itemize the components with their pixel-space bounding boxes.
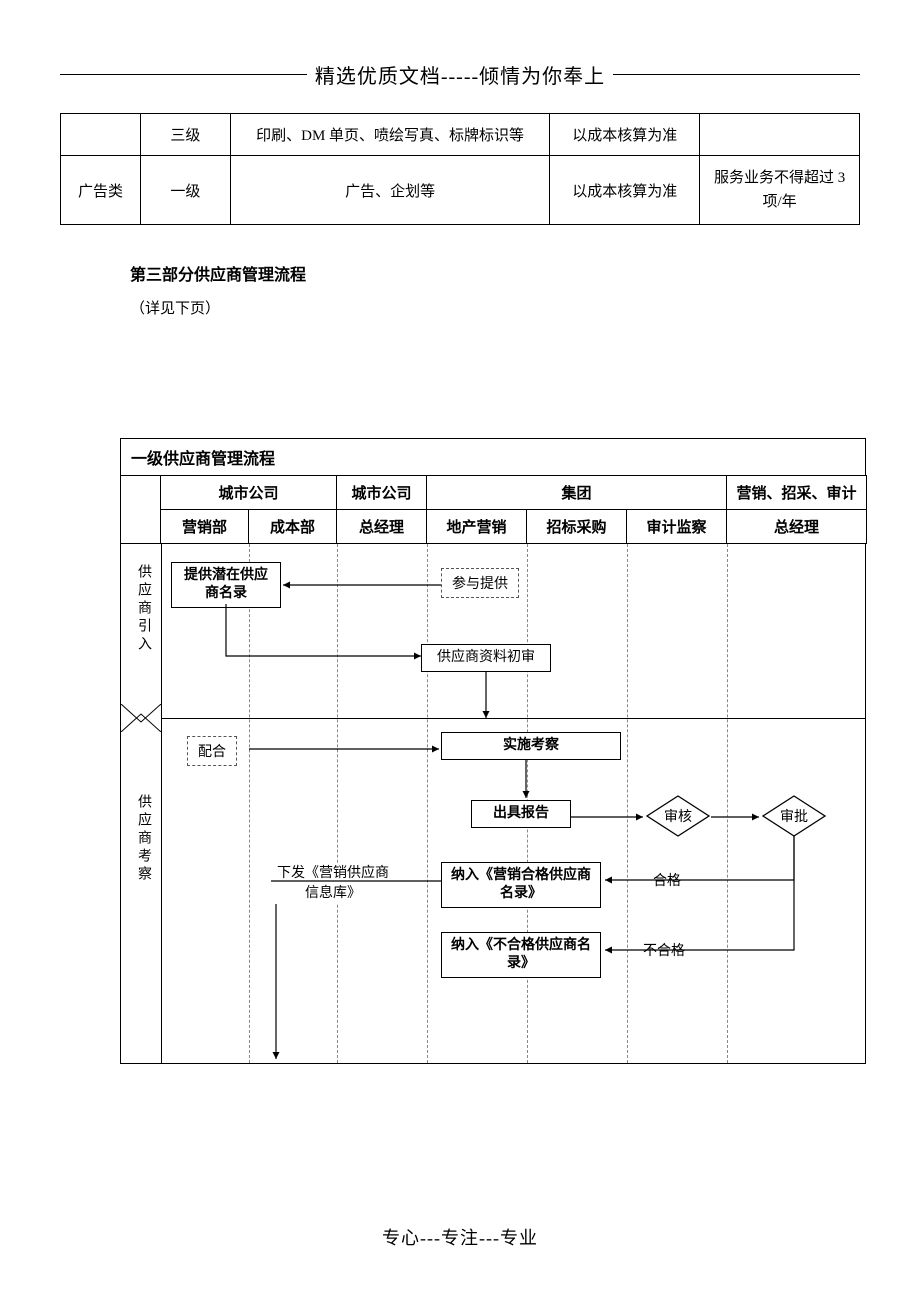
flowchart: 一级供应商管理流程 城市公司 城市公司 集团 营销、招采、审计 营销部 成本部 …: [120, 438, 860, 1064]
table-row: 三级 印刷、DM 单页、喷绘写真、标牌标识等 以成本核算为准: [61, 114, 860, 156]
node-qualified-list: 纳入《营销合格供应商名录》: [441, 862, 601, 908]
arrow: [601, 836, 801, 956]
lane-sub: 地产营销: [427, 510, 527, 544]
header-text: 精选优质文档-----倾情为你奉上: [307, 60, 613, 89]
lane-group: 城市公司: [161, 476, 337, 510]
arrow: [271, 904, 281, 1064]
table-row: 广告类 一级 广告、企划等 以成本核算为准 服务业务不得超过 3 项/年: [61, 156, 860, 225]
arrow: [249, 744, 441, 754]
flowchart-title: 一级供应商管理流程: [120, 438, 866, 475]
cell: [700, 114, 860, 156]
node-preliminary-review: 供应商资料初审: [421, 644, 551, 672]
classification-table: 三级 印刷、DM 单页、喷绘写真、标牌标识等 以成本核算为准 广告类 一级 广告…: [60, 113, 860, 225]
lane-sub: 成本部: [249, 510, 337, 544]
node-review-diamond: 审核: [645, 794, 711, 838]
cell: 以成本核算为准: [550, 114, 700, 156]
cell: 一级: [140, 156, 230, 225]
node-provide-list: 提供潜在供应商名录: [171, 562, 281, 608]
lane-sub: 总经理: [727, 510, 867, 544]
lane-group: 城市公司: [337, 476, 427, 510]
node-participate: 参与提供: [441, 568, 519, 598]
node-inspect: 实施考察: [441, 732, 621, 760]
node-cooperate: 配合: [187, 736, 237, 766]
lane-sub: 营销部: [161, 510, 249, 544]
cell: 三级: [140, 114, 230, 156]
section-subtitle: （详见下页）: [130, 297, 860, 318]
arrow: [221, 604, 431, 664]
cell: 印刷、DM 单页、喷绘写真、标牌标识等: [230, 114, 550, 156]
lane-group: 营销、招采、审计: [727, 476, 867, 510]
arrow: [521, 760, 531, 802]
arrow: [711, 812, 763, 822]
node-unqualified-list: 纳入《不合格供应商名录》: [441, 932, 601, 978]
cell: [61, 114, 141, 156]
label-fail: 不合格: [641, 940, 687, 960]
node-issue-db: 下发《营销供应商信息库》: [271, 864, 395, 903]
lane-group: 集团: [427, 476, 727, 510]
arrow: [601, 836, 801, 886]
flow-area: 供应商引入 供应商考察 提供潜在供应商名录 参与提供 供应商资料初审: [120, 544, 866, 1064]
node-report: 出具报告: [471, 800, 571, 828]
page-header: 精选优质文档-----倾情为你奉上: [60, 60, 860, 89]
cell: 广告类: [61, 156, 141, 225]
phase-label: 供应商引入: [133, 564, 153, 654]
lane-sub: 招标采购: [527, 510, 627, 544]
swimlane-header: 城市公司 城市公司 集团 营销、招采、审计 营销部 成本部 总经理 地产营销 招…: [120, 475, 867, 544]
arrow: [481, 672, 491, 722]
lane-phase-col: [121, 476, 161, 544]
phase-divider-icon: [121, 704, 161, 732]
lane-sub: 审计监察: [627, 510, 727, 544]
cell: 广告、企划等: [230, 156, 550, 225]
phase-label: 供应商考察: [133, 794, 153, 884]
label-pass: 合格: [651, 870, 683, 890]
node-approve-diamond: 审批: [761, 794, 827, 838]
section-title: 第三部分供应商管理流程: [130, 261, 860, 285]
page-footer: 专心---专注---专业: [60, 1224, 860, 1250]
lane-sub: 总经理: [337, 510, 427, 544]
arrow: [281, 580, 441, 590]
arrow: [571, 812, 647, 822]
cell: 以成本核算为准: [550, 156, 700, 225]
cell: 服务业务不得超过 3 项/年: [700, 156, 860, 225]
